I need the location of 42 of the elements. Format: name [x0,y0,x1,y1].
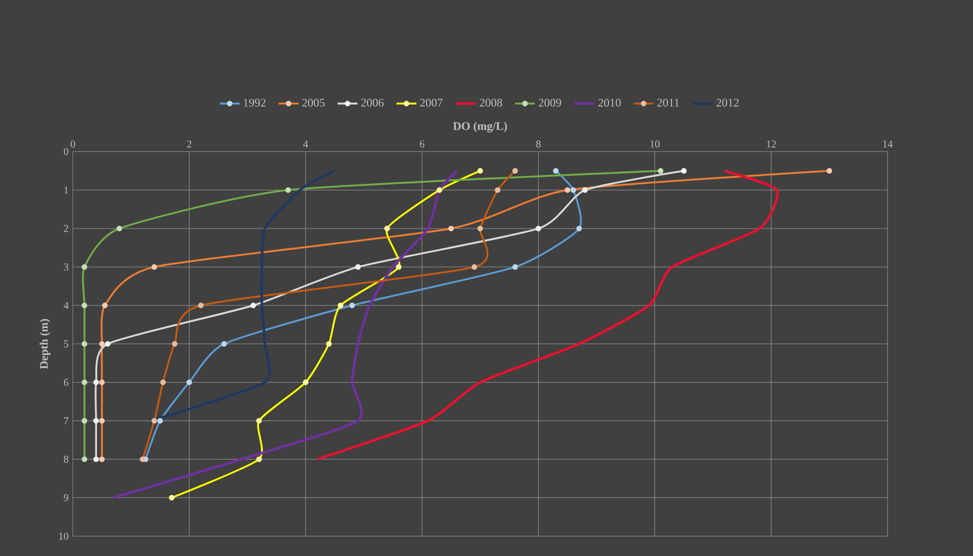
line-series [112,170,458,499]
y-tick-label: 3 [64,263,68,270]
legend-label: 2011 [657,98,679,107]
point [250,302,256,308]
legend-label: 1992 [244,98,266,107]
x-tick-label: 4 [303,140,308,148]
line-series [316,170,779,461]
line-series [150,170,336,422]
y-tick-label: 4 [64,302,69,309]
point [355,264,361,270]
x-tick-label: 6 [420,140,424,148]
x-tick-label: 10 [650,140,660,148]
x-tick-label: 0 [70,140,76,148]
y-tick-label: 2 [64,225,68,232]
legend-label: 2006 [361,98,384,107]
y-tick-label: 6 [64,378,68,386]
legend-label: 2008 [480,98,502,107]
legend-label: 2012 [716,98,739,107]
point [93,418,99,424]
y-tick-label: 1 [64,186,68,194]
y-tick-label: 7 [64,417,68,424]
x-axis-title: DO (mg/L) [453,122,507,132]
x-tick-label: 8 [536,140,541,148]
point [681,168,687,174]
legend-label: 2009 [538,98,562,107]
x-tick-label: 12 [766,140,776,148]
legend-label: 2005 [302,98,325,107]
y-tick-label: 9 [64,494,68,502]
point [582,187,588,193]
point [104,341,111,347]
y-tick-label: 5 [64,340,68,348]
y-axis-title: Depth (m) [40,319,50,370]
legend-label: 2010 [598,98,621,107]
point [536,226,542,232]
x-tick-label: 14 [883,140,893,148]
y-tick-label: 0 [64,148,68,156]
y-tick-label: 8 [64,456,68,463]
x-tick-label: 2 [187,140,192,148]
point [93,380,99,386]
y-tick-label: 10 [59,532,68,540]
point [93,456,99,462]
legend-label: 2007 [420,98,443,107]
